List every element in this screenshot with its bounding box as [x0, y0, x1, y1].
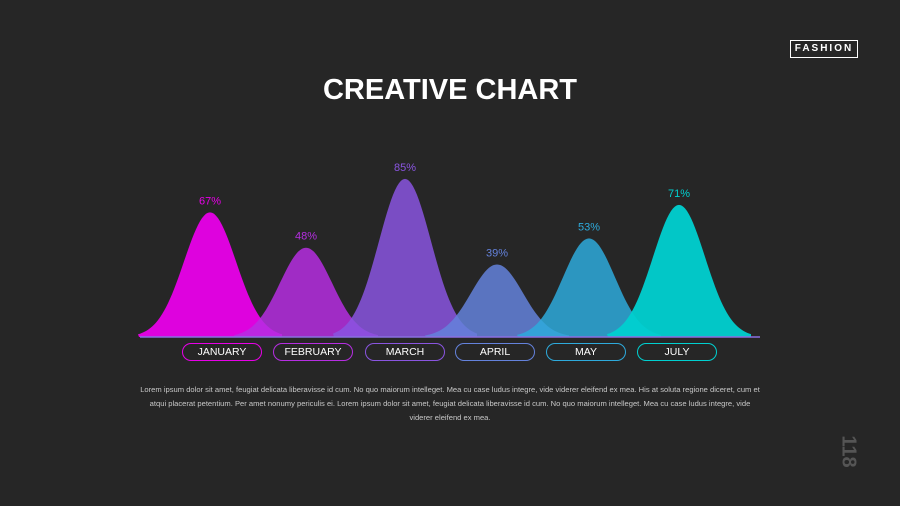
bell-february: [234, 247, 378, 337]
category-label-march: MARCH: [365, 343, 445, 361]
value-label: 67%: [199, 195, 221, 207]
brand-badge: FASHION: [790, 40, 858, 58]
value-label: 85%: [394, 162, 416, 174]
category-label-april: APRIL: [455, 343, 535, 361]
value-label: 53%: [578, 221, 600, 233]
bell-april: [425, 264, 569, 337]
description-text: Lorem ipsum dolor sit amet, feugiat deli…: [140, 385, 760, 422]
value-label: 71%: [668, 188, 690, 200]
bell-march: [333, 178, 477, 337]
page-title: CREATIVE CHART: [322, 74, 578, 106]
category-label-january: JANUARY: [182, 343, 262, 361]
page-number: 118: [837, 435, 860, 468]
bell-may: [517, 238, 661, 337]
value-label: 39%: [486, 247, 508, 259]
category-label-july: JULY: [637, 343, 717, 361]
category-label-february: FEBRUARY: [273, 343, 353, 361]
value-label: 48%: [295, 231, 317, 243]
category-label-may: MAY: [546, 343, 626, 361]
bell-july: [607, 204, 751, 337]
bell-january: [138, 212, 282, 337]
